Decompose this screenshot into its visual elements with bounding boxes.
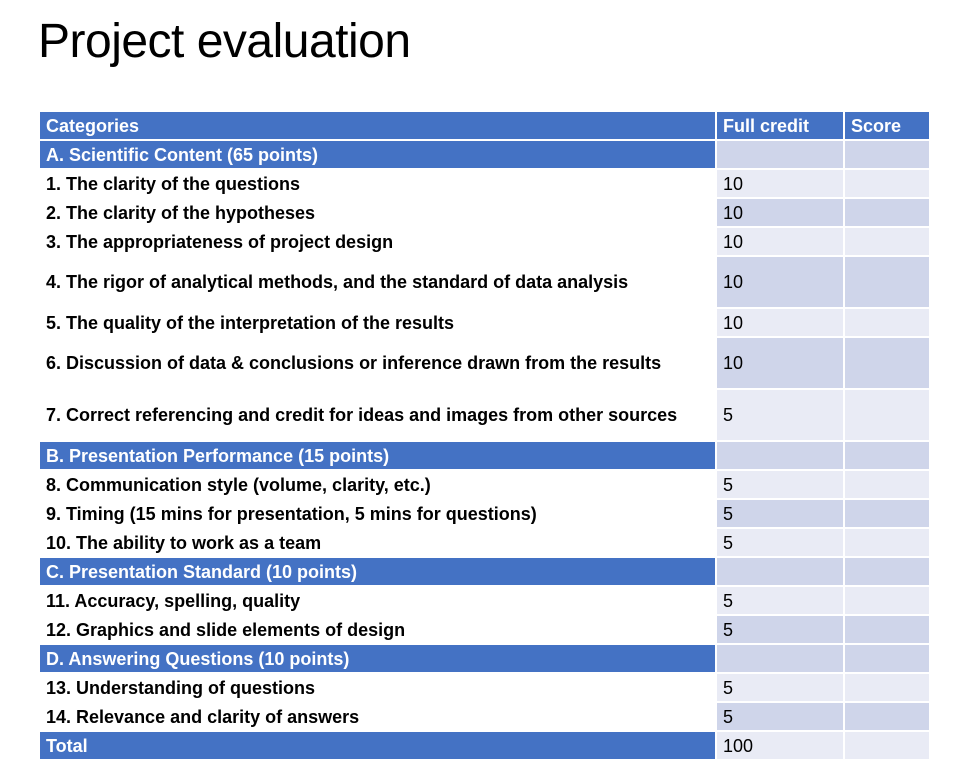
- full-credit-cell: [715, 643, 845, 674]
- full-credit-cell: 10: [715, 255, 845, 309]
- table-header-row: Categories Full credit Score: [38, 110, 931, 141]
- full-credit-cell: [715, 440, 845, 471]
- score-cell[interactable]: [843, 440, 931, 471]
- section-label: D. Answering Questions (10 points): [38, 643, 717, 674]
- total-label: Total: [38, 730, 717, 761]
- full-credit-cell: 5: [715, 498, 845, 529]
- score-cell[interactable]: [843, 672, 931, 703]
- score-cell[interactable]: [843, 307, 931, 338]
- score-cell[interactable]: [843, 556, 931, 587]
- table-row: 2. The clarity of the hypotheses 10: [38, 197, 931, 228]
- score-cell[interactable]: [843, 469, 931, 500]
- table-row: 13. Understanding of questions 5: [38, 672, 931, 703]
- section-row: A. Scientific Content (65 points): [38, 139, 931, 170]
- table-row: 6. Discussion of data & conclusions or i…: [38, 336, 931, 390]
- page-title: Project evaluation: [38, 15, 411, 68]
- criterion-label: 7. Correct referencing and credit for id…: [38, 388, 717, 442]
- criterion-label: 6. Discussion of data & conclusions or i…: [38, 336, 717, 390]
- criterion-label: 13. Understanding of questions: [38, 672, 717, 703]
- table-row: 1. The clarity of the questions 10: [38, 168, 931, 199]
- total-row: Total 100: [38, 730, 931, 761]
- score-cell[interactable]: [843, 498, 931, 529]
- score-cell[interactable]: [843, 336, 931, 390]
- full-credit-cell: 5: [715, 585, 845, 616]
- score-cell[interactable]: [843, 255, 931, 309]
- criterion-label: 9. Timing (15 mins for presentation, 5 m…: [38, 498, 717, 529]
- score-cell[interactable]: [843, 388, 931, 442]
- full-credit-cell: 100: [715, 730, 845, 761]
- full-credit-cell: [715, 556, 845, 587]
- criterion-label: 4. The rigor of analytical methods, and …: [38, 255, 717, 309]
- full-credit-cell: 5: [715, 469, 845, 500]
- score-cell[interactable]: [843, 527, 931, 558]
- full-credit-cell: 10: [715, 336, 845, 390]
- score-cell[interactable]: [843, 643, 931, 674]
- score-cell[interactable]: [843, 701, 931, 732]
- score-cell[interactable]: [843, 139, 931, 170]
- section-row: C. Presentation Standard (10 points): [38, 556, 931, 587]
- table-row: 14. Relevance and clarity of answers 5: [38, 701, 931, 732]
- criterion-label: 3. The appropriateness of project design: [38, 226, 717, 257]
- full-credit-cell: 5: [715, 614, 845, 645]
- score-cell[interactable]: [843, 585, 931, 616]
- table-row: 8. Communication style (volume, clarity,…: [38, 469, 931, 500]
- score-cell[interactable]: [843, 197, 931, 228]
- full-credit-cell: 5: [715, 701, 845, 732]
- score-cell[interactable]: [843, 226, 931, 257]
- table-row: 11. Accuracy, spelling, quality 5: [38, 585, 931, 616]
- full-credit-cell: 10: [715, 197, 845, 228]
- criterion-label: 5. The quality of the interpretation of …: [38, 307, 717, 338]
- section-label: B. Presentation Performance (15 points): [38, 440, 717, 471]
- criterion-label: 12. Graphics and slide elements of desig…: [38, 614, 717, 645]
- table-row: 4. The rigor of analytical methods, and …: [38, 255, 931, 309]
- table-row: 7. Correct referencing and credit for id…: [38, 388, 931, 442]
- table-row: 10. The ability to work as a team 5: [38, 527, 931, 558]
- score-cell[interactable]: [843, 168, 931, 199]
- header-full-credit: Full credit: [715, 110, 845, 141]
- full-credit-cell: 5: [715, 672, 845, 703]
- criterion-label: 1. The clarity of the questions: [38, 168, 717, 199]
- section-label: A. Scientific Content (65 points): [38, 139, 717, 170]
- table-row: 9. Timing (15 mins for presentation, 5 m…: [38, 498, 931, 529]
- section-row: B. Presentation Performance (15 points): [38, 440, 931, 471]
- header-score: Score: [843, 110, 931, 141]
- full-credit-cell: 10: [715, 168, 845, 199]
- full-credit-cell: [715, 139, 845, 170]
- full-credit-cell: 10: [715, 307, 845, 338]
- table-row: 5. The quality of the interpretation of …: [38, 307, 931, 338]
- criterion-label: 2. The clarity of the hypotheses: [38, 197, 717, 228]
- criterion-label: 10. The ability to work as a team: [38, 527, 717, 558]
- full-credit-cell: 5: [715, 388, 845, 442]
- full-credit-cell: 10: [715, 226, 845, 257]
- evaluation-table: Categories Full credit Score A. Scientif…: [38, 110, 931, 761]
- table-row: 3. The appropriateness of project design…: [38, 226, 931, 257]
- header-categories: Categories: [38, 110, 717, 141]
- criterion-label: 14. Relevance and clarity of answers: [38, 701, 717, 732]
- score-cell[interactable]: [843, 614, 931, 645]
- full-credit-cell: 5: [715, 527, 845, 558]
- criterion-label: 11. Accuracy, spelling, quality: [38, 585, 717, 616]
- section-row: D. Answering Questions (10 points): [38, 643, 931, 674]
- section-label: C. Presentation Standard (10 points): [38, 556, 717, 587]
- score-cell[interactable]: [843, 730, 931, 761]
- table-row: 12. Graphics and slide elements of desig…: [38, 614, 931, 645]
- criterion-label: 8. Communication style (volume, clarity,…: [38, 469, 717, 500]
